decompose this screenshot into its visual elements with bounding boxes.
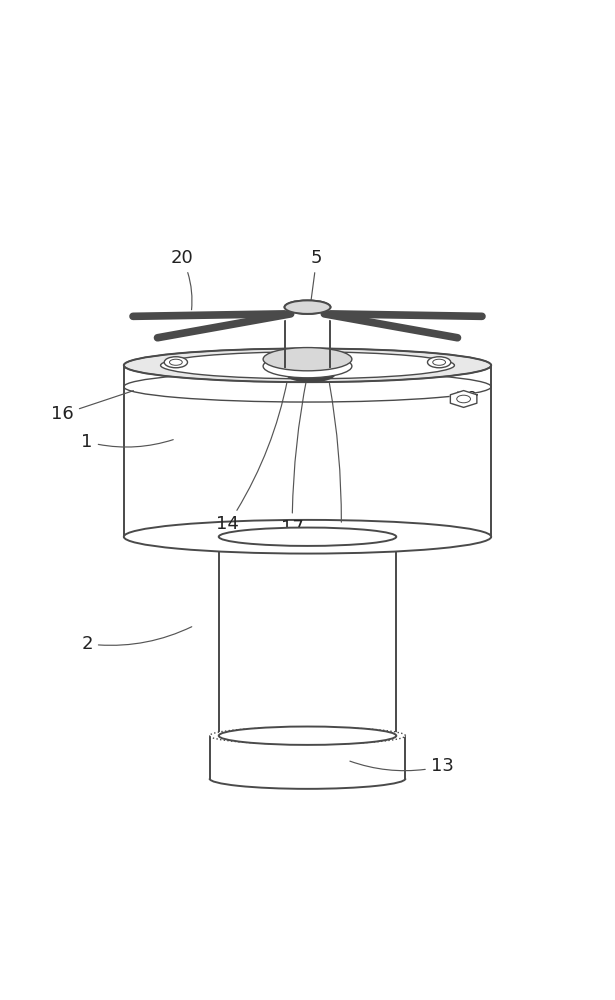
- Ellipse shape: [263, 355, 352, 378]
- Ellipse shape: [427, 357, 451, 368]
- Text: 5: 5: [311, 249, 322, 301]
- Text: 20: 20: [170, 249, 193, 311]
- Text: 1: 1: [81, 433, 173, 451]
- Text: 13: 13: [350, 757, 454, 775]
- Ellipse shape: [285, 300, 330, 314]
- Ellipse shape: [210, 727, 405, 744]
- Ellipse shape: [161, 352, 454, 379]
- Text: 17: 17: [281, 377, 307, 537]
- Text: 19: 19: [455, 390, 478, 408]
- Ellipse shape: [285, 365, 336, 382]
- Text: 16: 16: [51, 391, 133, 423]
- Ellipse shape: [219, 528, 396, 546]
- Ellipse shape: [124, 520, 491, 554]
- Text: 18: 18: [330, 383, 352, 546]
- Text: 14: 14: [216, 380, 287, 533]
- Ellipse shape: [263, 348, 352, 371]
- Ellipse shape: [285, 300, 330, 314]
- Ellipse shape: [164, 357, 188, 368]
- Ellipse shape: [124, 348, 491, 382]
- Ellipse shape: [219, 727, 396, 745]
- Text: 2: 2: [81, 627, 192, 653]
- Polygon shape: [450, 391, 477, 407]
